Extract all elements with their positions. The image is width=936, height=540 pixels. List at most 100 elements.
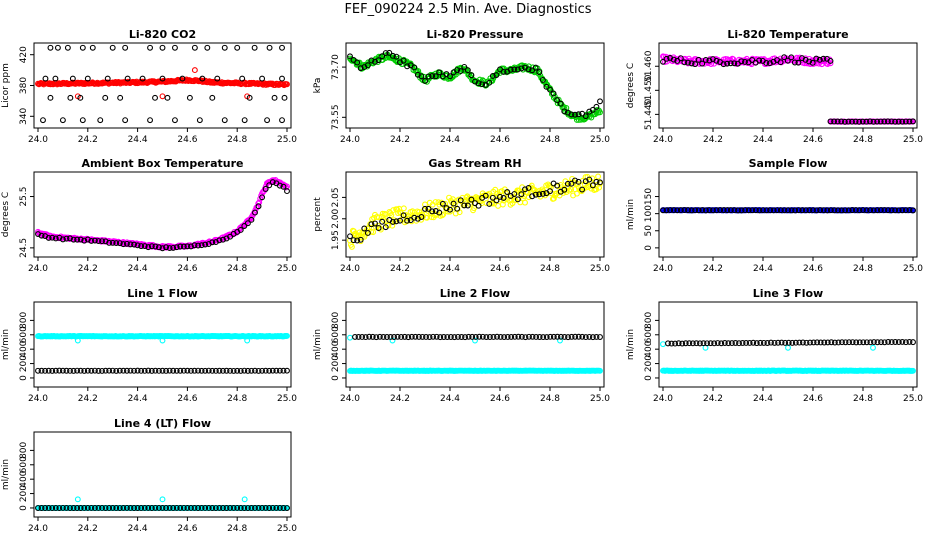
data-point — [838, 207, 845, 214]
y-tick-label: 340 — [19, 107, 29, 124]
x-tick-label: 24.0 — [28, 135, 48, 145]
data-point — [695, 207, 702, 214]
data-point — [821, 339, 828, 346]
data-point — [702, 56, 709, 63]
series-black — [660, 207, 916, 214]
data-point — [693, 340, 700, 347]
chart-panel-10: Line 4 (LT) Flow ml/min 24.0 24.2 24.4 24.6 24… — [1, 417, 297, 534]
data-point — [809, 59, 816, 66]
data-point — [746, 339, 753, 346]
data-point — [479, 81, 486, 88]
data-point — [246, 94, 253, 101]
data-point — [202, 505, 209, 511]
data-point — [753, 340, 760, 347]
data-point — [447, 206, 453, 213]
data-point — [863, 207, 870, 214]
data-point — [430, 333, 437, 340]
data-point — [802, 207, 809, 214]
data-point — [440, 334, 447, 340]
plot-frame — [658, 171, 918, 258]
data-point — [357, 65, 364, 72]
data-point — [713, 57, 720, 64]
chart-panel-8: Line 2 Flow ml/min 24.0 24.2 24.4 24.6 24.8 25.… — [313, 287, 610, 404]
x-tick-label: 24.2 — [78, 264, 98, 274]
data-point — [400, 205, 407, 212]
data-point — [163, 244, 170, 251]
data-point — [856, 207, 863, 214]
x-tick-label: 24.6 — [803, 264, 823, 274]
data-point — [359, 334, 366, 340]
data-point — [870, 118, 877, 125]
data-point — [227, 367, 234, 374]
data-point — [54, 44, 61, 51]
x-tick-label: 25.0 — [590, 394, 610, 404]
data-point — [884, 118, 891, 125]
data-point — [99, 505, 105, 511]
y-axis-label: ml/min — [626, 329, 636, 360]
data-point — [766, 60, 773, 67]
data-point — [710, 207, 716, 214]
data-point — [109, 504, 116, 511]
y-axis-label: degrees C — [1, 192, 11, 237]
data-point — [806, 58, 813, 65]
data-point — [736, 340, 742, 347]
data-point — [743, 339, 750, 346]
data-point — [557, 100, 564, 107]
x-tick-label: 25.0 — [277, 264, 297, 274]
data-point — [418, 214, 425, 220]
x-tick-label: 25.0 — [590, 264, 610, 274]
data-point — [525, 194, 532, 201]
data-point — [116, 505, 123, 511]
y-tick-label: 1.95 — [331, 230, 341, 250]
data-point — [199, 75, 206, 82]
data-point — [881, 339, 888, 346]
data-point — [198, 505, 205, 511]
data-point — [248, 367, 255, 374]
data-point — [568, 111, 575, 118]
data-point — [52, 367, 59, 374]
data-point — [177, 243, 184, 250]
data-point — [795, 207, 802, 214]
data-point — [771, 339, 778, 346]
data-point — [284, 505, 290, 511]
data-point — [878, 339, 884, 346]
y-tick-label: 2.00 — [331, 208, 341, 228]
data-point — [284, 188, 290, 195]
data-point — [561, 186, 568, 193]
data-point — [387, 333, 394, 340]
data-point — [109, 44, 116, 51]
y-tick-label: 800 — [331, 312, 341, 329]
data-point — [461, 63, 468, 70]
data-point — [69, 75, 76, 82]
data-point — [684, 59, 691, 66]
data-point — [391, 334, 398, 340]
y-axis-label: ml/min — [1, 459, 11, 490]
y-axis-label: degrees C — [626, 63, 636, 108]
data-point — [525, 184, 532, 191]
data-point — [209, 367, 216, 374]
x-tick-label: 24.6 — [177, 524, 197, 534]
data-point — [38, 232, 45, 239]
y-axis-label: ml/min — [1, 329, 11, 360]
chart-title: Line 2 Flow — [440, 287, 510, 300]
data-point — [831, 339, 838, 346]
data-point — [447, 334, 454, 340]
data-point — [479, 333, 486, 340]
data-point — [116, 240, 123, 247]
data-point — [234, 504, 241, 511]
x-tick-label: 24.8 — [540, 264, 560, 274]
data-point — [910, 367, 916, 374]
series-cyan-dips — [74, 337, 251, 344]
x-tick-label: 24.2 — [78, 524, 98, 534]
data-point — [824, 207, 831, 214]
data-point — [660, 58, 666, 65]
chart-title: Line 1 Flow — [127, 287, 197, 300]
data-point — [493, 72, 500, 78]
data-point — [885, 207, 891, 214]
data-point — [170, 367, 177, 374]
data-point — [518, 333, 525, 340]
data-point — [899, 338, 906, 345]
x-tick-label: 24.2 — [390, 394, 410, 404]
series-black — [347, 49, 603, 120]
data-point — [67, 94, 74, 101]
